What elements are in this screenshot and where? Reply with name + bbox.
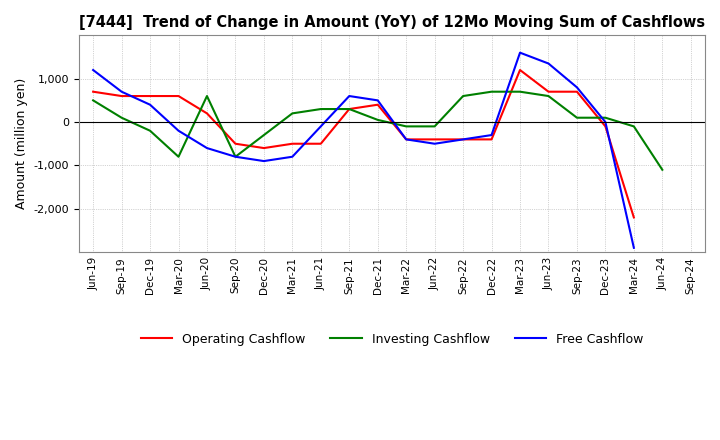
Operating Cashflow	[629, 215, 638, 220]
Free Cashflow	[174, 128, 183, 133]
Free Cashflow	[260, 158, 269, 164]
Free Cashflow	[487, 132, 496, 138]
Investing Cashflow	[260, 132, 269, 138]
Y-axis label: Amount (million yen): Amount (million yen)	[15, 78, 28, 209]
Free Cashflow	[601, 119, 610, 125]
Investing Cashflow	[459, 93, 467, 99]
Free Cashflow	[145, 102, 154, 107]
Free Cashflow	[544, 61, 553, 66]
Investing Cashflow	[231, 154, 240, 159]
Operating Cashflow	[345, 106, 354, 112]
Operating Cashflow	[601, 124, 610, 129]
Free Cashflow	[231, 154, 240, 159]
Investing Cashflow	[487, 89, 496, 94]
Investing Cashflow	[402, 124, 410, 129]
Operating Cashflow	[145, 93, 154, 99]
Investing Cashflow	[516, 89, 524, 94]
Investing Cashflow	[374, 117, 382, 122]
Free Cashflow	[431, 141, 439, 147]
Investing Cashflow	[345, 106, 354, 112]
Operating Cashflow	[202, 111, 211, 116]
Free Cashflow	[288, 154, 297, 159]
Line: Free Cashflow: Free Cashflow	[93, 53, 634, 248]
Investing Cashflow	[572, 115, 581, 121]
Operating Cashflow	[260, 146, 269, 151]
Line: Operating Cashflow: Operating Cashflow	[93, 70, 634, 217]
Investing Cashflow	[629, 124, 638, 129]
Operating Cashflow	[487, 137, 496, 142]
Investing Cashflow	[658, 167, 667, 172]
Title: [7444]  Trend of Change in Amount (YoY) of 12Mo Moving Sum of Cashflows: [7444] Trend of Change in Amount (YoY) o…	[79, 15, 705, 30]
Free Cashflow	[117, 89, 126, 94]
Operating Cashflow	[459, 137, 467, 142]
Free Cashflow	[516, 50, 524, 55]
Investing Cashflow	[601, 115, 610, 121]
Investing Cashflow	[174, 154, 183, 159]
Investing Cashflow	[145, 128, 154, 133]
Investing Cashflow	[202, 93, 211, 99]
Line: Investing Cashflow: Investing Cashflow	[93, 92, 662, 170]
Operating Cashflow	[317, 141, 325, 147]
Operating Cashflow	[89, 89, 97, 94]
Legend: Operating Cashflow, Investing Cashflow, Free Cashflow: Operating Cashflow, Investing Cashflow, …	[135, 328, 648, 351]
Investing Cashflow	[89, 98, 97, 103]
Investing Cashflow	[288, 111, 297, 116]
Free Cashflow	[629, 245, 638, 250]
Free Cashflow	[374, 98, 382, 103]
Free Cashflow	[459, 137, 467, 142]
Operating Cashflow	[288, 141, 297, 147]
Operating Cashflow	[231, 141, 240, 147]
Operating Cashflow	[572, 89, 581, 94]
Free Cashflow	[89, 67, 97, 73]
Operating Cashflow	[431, 137, 439, 142]
Free Cashflow	[202, 146, 211, 151]
Free Cashflow	[572, 85, 581, 90]
Operating Cashflow	[402, 137, 410, 142]
Free Cashflow	[317, 124, 325, 129]
Investing Cashflow	[317, 106, 325, 112]
Operating Cashflow	[544, 89, 553, 94]
Investing Cashflow	[431, 124, 439, 129]
Operating Cashflow	[374, 102, 382, 107]
Operating Cashflow	[516, 67, 524, 73]
Free Cashflow	[345, 93, 354, 99]
Operating Cashflow	[117, 93, 126, 99]
Investing Cashflow	[117, 115, 126, 121]
Investing Cashflow	[544, 93, 553, 99]
Operating Cashflow	[174, 93, 183, 99]
Free Cashflow	[402, 137, 410, 142]
